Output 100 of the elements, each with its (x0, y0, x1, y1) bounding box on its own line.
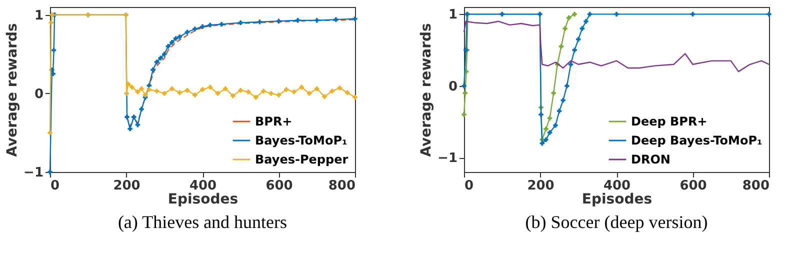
point (154, 88, 160, 94)
point (124, 91, 129, 96)
point (48, 170, 52, 174)
point (337, 86, 342, 90)
point (544, 126, 548, 132)
point (564, 84, 570, 88)
y-tick-label: −1 (438, 151, 458, 166)
point (124, 114, 130, 120)
point (284, 87, 289, 92)
point (556, 108, 562, 114)
point (540, 140, 544, 146)
point (254, 95, 258, 100)
point (268, 91, 274, 96)
point (562, 26, 568, 31)
point (200, 24, 205, 29)
text: (a) Thieves and hunters (118, 212, 288, 232)
point (219, 22, 224, 27)
point (580, 26, 585, 31)
y-tick-label: 1 (34, 8, 44, 24)
x-axis-title: Episodes (168, 192, 238, 208)
point (551, 90, 556, 96)
point (215, 91, 220, 96)
y-axis-title: Average rewards (418, 23, 435, 157)
point (238, 88, 243, 93)
x-tick-label: 800 (328, 178, 356, 194)
point (314, 18, 320, 23)
point (345, 90, 350, 95)
y-axis-title: Average rewards (4, 23, 21, 157)
point (352, 95, 358, 100)
point (547, 130, 552, 135)
point (572, 12, 577, 17)
point (295, 18, 300, 23)
point (292, 90, 296, 94)
point (50, 71, 56, 76)
x-tick-label: 400 (189, 178, 217, 194)
point (766, 12, 772, 17)
point (208, 84, 212, 90)
y-tick-label: 0 (448, 79, 458, 94)
point (146, 87, 152, 92)
x-axis-title: Episodes (582, 192, 652, 208)
point (238, 20, 243, 26)
x-tick-label: 200 (113, 178, 140, 194)
point (276, 18, 282, 24)
point (126, 82, 130, 86)
point (257, 20, 262, 24)
point (192, 26, 198, 32)
y-tick-label: 1 (448, 8, 458, 23)
point (322, 94, 327, 99)
point (135, 90, 140, 94)
point (572, 48, 577, 52)
line-series (463, 20, 770, 72)
point (690, 12, 696, 17)
point (154, 60, 160, 64)
point (192, 92, 198, 98)
point (208, 22, 212, 28)
point (48, 130, 52, 136)
point (576, 36, 581, 42)
point (566, 15, 572, 20)
point (162, 91, 167, 96)
point (139, 106, 144, 112)
point (132, 114, 136, 120)
point (146, 83, 152, 88)
point (544, 137, 548, 142)
point (48, 20, 54, 26)
y-tick-label: 0 (34, 86, 44, 102)
point (173, 36, 178, 41)
point (139, 86, 144, 92)
legend-label: BPR+ (255, 114, 292, 128)
point (158, 56, 163, 60)
x-tick-label: 0 (464, 178, 474, 194)
legend-label: Deep BPR+ (631, 114, 708, 128)
point (538, 112, 544, 117)
point (51, 48, 56, 53)
x-tick-label: 600 (266, 178, 293, 194)
point (135, 122, 140, 128)
point (462, 84, 466, 88)
y-tick-label: −1 (24, 166, 44, 180)
x-tick-label: 0 (50, 178, 60, 194)
point (184, 30, 190, 34)
point (223, 86, 228, 92)
point (330, 88, 334, 94)
text: (b) Soccer (deep version) (525, 212, 708, 232)
point (462, 90, 468, 96)
legend-label: Deep Bayes-ToMoP₁ (631, 134, 762, 148)
point (334, 17, 338, 22)
x-tick-label: 200 (527, 178, 554, 194)
legend-label: DRON (631, 152, 670, 166)
point (553, 123, 558, 128)
point (170, 86, 174, 92)
point (261, 88, 266, 94)
x-tick-label: 400 (603, 178, 631, 194)
point (352, 16, 358, 22)
point (568, 62, 574, 67)
point (558, 44, 564, 49)
point (584, 19, 588, 24)
point (306, 91, 312, 96)
point (462, 112, 466, 117)
point (276, 92, 282, 98)
point (299, 84, 304, 90)
point (177, 34, 182, 40)
